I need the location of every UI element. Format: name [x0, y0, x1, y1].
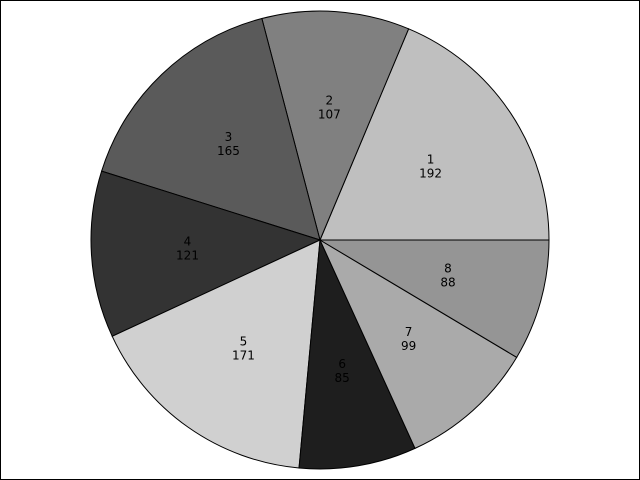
slice-value-label-5: 171: [232, 349, 255, 363]
slice-label-6: 6: [338, 357, 346, 371]
pie-slice-6: [298, 238, 416, 470]
pie-slice-5: [111, 239, 321, 469]
slice-value-label-1: 192: [419, 167, 442, 181]
slice-value-label-2: 107: [318, 108, 341, 122]
slice-value-label-3: 165: [217, 144, 240, 158]
slice-label-7: 7: [405, 325, 413, 339]
pie-slices: [90, 10, 550, 470]
slice-value-label-7: 99: [401, 339, 416, 353]
slice-label-2: 2: [325, 94, 333, 108]
pie-slice-4: [90, 170, 322, 337]
slice-value-label-8: 88: [440, 275, 455, 289]
pie-slice-7: [318, 238, 518, 450]
slice-label-3: 3: [225, 130, 233, 144]
pie-slice-3: [100, 17, 321, 241]
slice-label-8: 8: [444, 261, 452, 275]
slice-label-5: 5: [240, 335, 248, 349]
slice-value-label-6: 85: [335, 371, 350, 385]
slice-label-1: 1: [427, 153, 435, 167]
slice-value-label-4: 121: [176, 249, 199, 263]
slice-label-4: 4: [184, 235, 192, 249]
pie-slice-8: [318, 239, 550, 359]
pie-slice-2: [261, 10, 410, 242]
pie-slice-1: [319, 28, 550, 241]
